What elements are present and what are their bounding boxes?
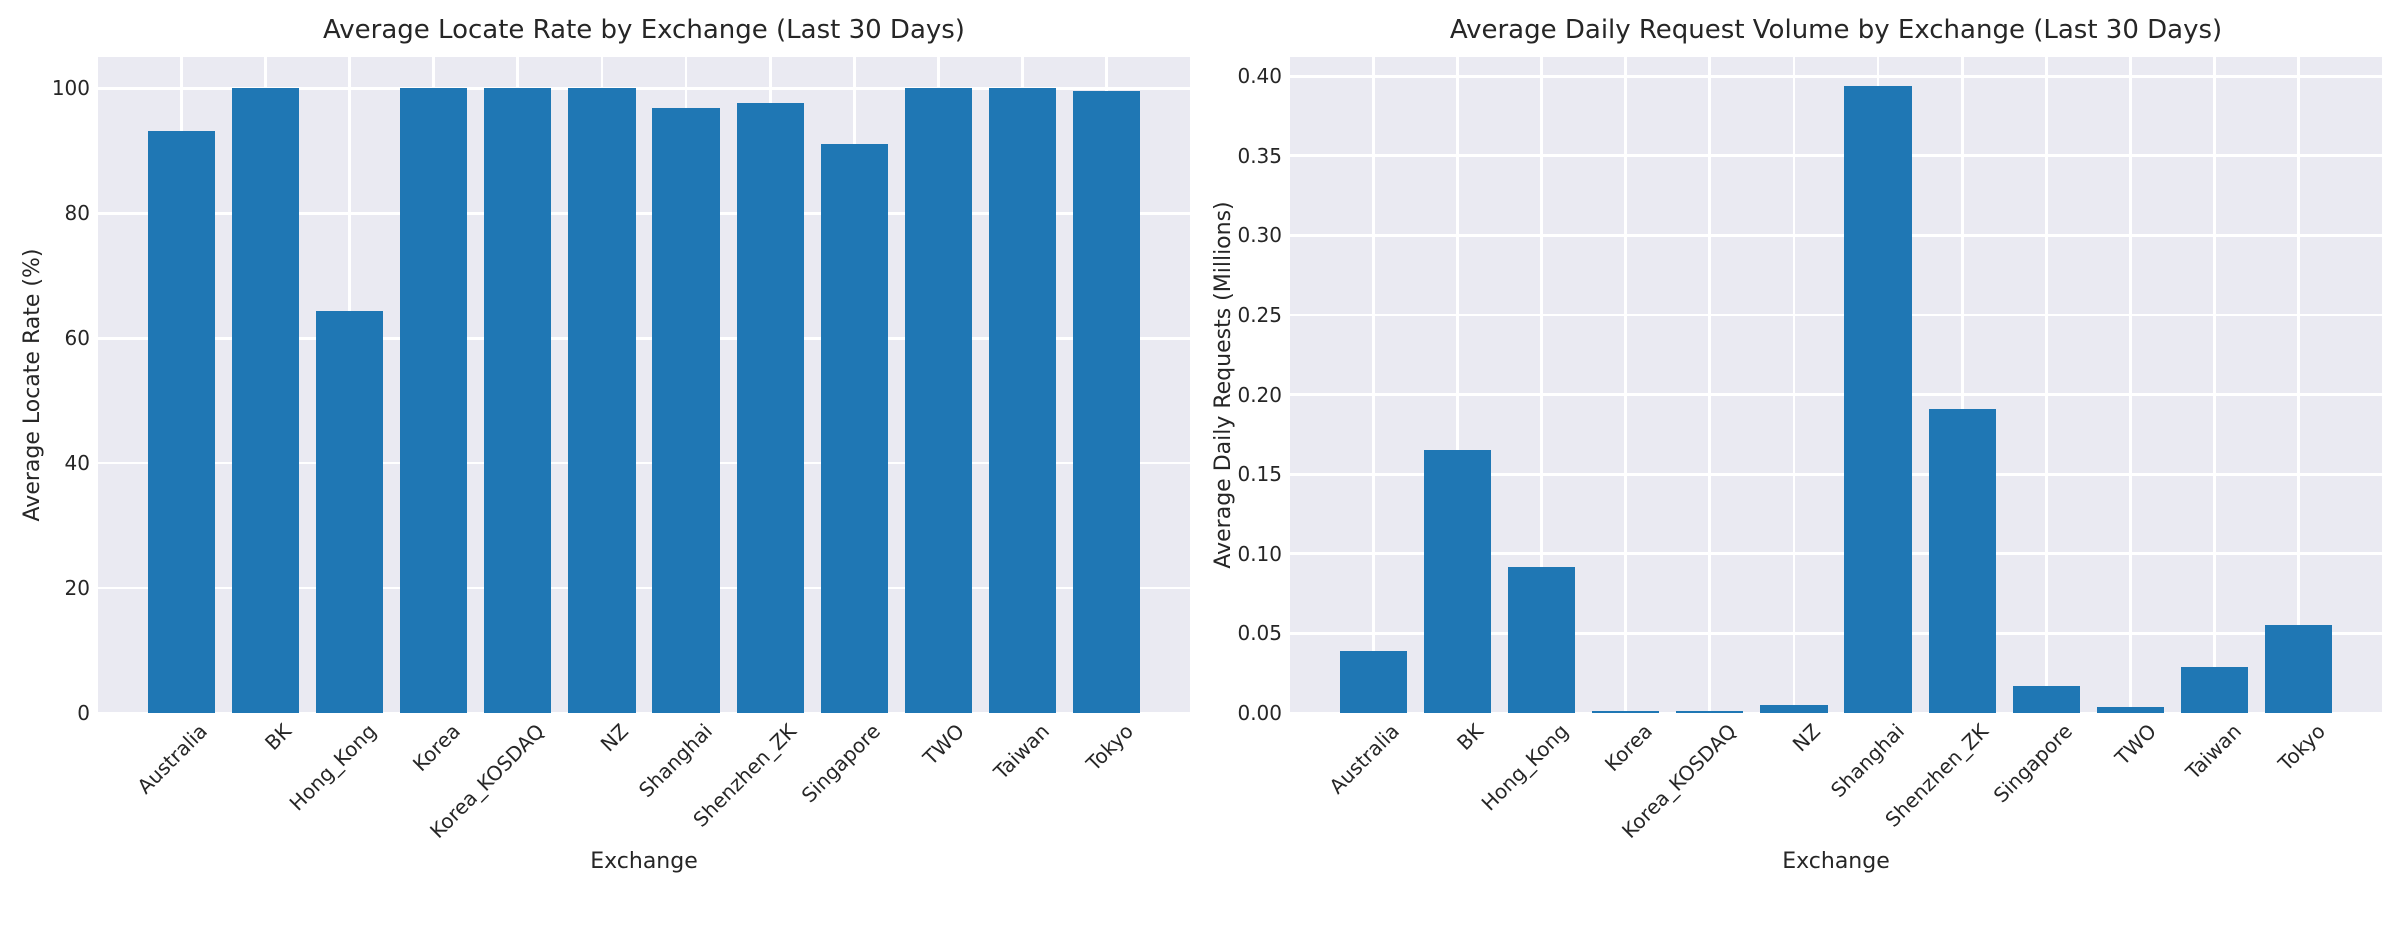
gridline-horizontal — [1290, 74, 2382, 78]
bar-Taiwan — [988, 88, 1057, 713]
locate-rate-subplot: Average Locate Rate by Exchange (Last 30… — [0, 0, 1200, 900]
gridline-horizontal — [1290, 472, 2382, 476]
bar-Taiwan — [2180, 666, 2249, 713]
gridline-horizontal — [1290, 313, 2382, 317]
bar-Shanghai — [1844, 85, 1912, 713]
y-tick-label: 0.25 — [1237, 302, 1282, 327]
y-tick-label: 0.10 — [1237, 541, 1282, 566]
bar-Singapore — [820, 144, 888, 713]
y-tick-label: 0.15 — [1237, 462, 1282, 487]
bar-Singapore — [2012, 685, 2080, 713]
bar-Tokyo — [1073, 91, 1141, 713]
bar-Hong_Kong — [315, 310, 384, 713]
y-tick-label: 20 — [64, 576, 90, 601]
bar-Australia — [1339, 650, 1407, 713]
bar-Australia — [147, 130, 215, 713]
y-tick-label: 80 — [64, 201, 90, 226]
gridline-vertical — [2129, 57, 2132, 713]
y-tick-label: 40 — [64, 451, 90, 476]
gridline-vertical — [2044, 57, 2048, 713]
bar-Shenzhen_ZK — [736, 103, 804, 713]
gridline-vertical — [1792, 57, 1796, 713]
gridline-horizontal — [1290, 631, 2382, 635]
bar-Korea — [400, 88, 468, 713]
gridline-vertical — [1624, 57, 1628, 713]
bar-NZ — [568, 88, 636, 713]
bar-TWO — [2096, 706, 2165, 713]
gridline-horizontal — [1290, 393, 2382, 396]
gridline-horizontal — [98, 86, 1190, 90]
bar-Hong_Kong — [1507, 566, 1576, 713]
gridline-vertical — [1456, 57, 1459, 713]
gridline-horizontal — [98, 336, 1190, 340]
y-tick-label: 0.40 — [1237, 64, 1282, 89]
gridline-horizontal — [98, 211, 1190, 215]
gridline-vertical — [1708, 57, 1712, 713]
bar-Shenzhen_ZK — [1928, 408, 1996, 713]
gridline-vertical — [1371, 57, 1375, 713]
plot-area — [98, 57, 1190, 713]
bar-Shanghai — [652, 108, 720, 713]
gridline-horizontal — [1290, 233, 2382, 237]
gridline-vertical — [1540, 57, 1543, 713]
y-tick-label: 0.35 — [1237, 143, 1282, 168]
plot-area — [1290, 57, 2382, 713]
bar-Korea_KOSDAQ — [484, 88, 552, 713]
bar-Korea — [1592, 711, 1660, 713]
gridline-vertical — [2297, 57, 2301, 713]
gridline-horizontal — [98, 711, 1190, 713]
y-tick-label: 100 — [51, 76, 90, 101]
y-axis-label: Average Locate Rate (%) — [20, 248, 45, 522]
chart-title: Average Locate Rate by Exchange (Last 30… — [323, 15, 965, 45]
y-tick-label: 0.20 — [1237, 382, 1282, 407]
chart-title: Average Daily Request Volume by Exchange… — [1449, 15, 2223, 45]
request-volume-subplot: Average Daily Request Volume by Exchange… — [1200, 0, 2400, 900]
gridline-vertical — [2213, 57, 2216, 713]
y-tick-label: 0.05 — [1237, 621, 1282, 646]
gridline-horizontal — [1290, 711, 2382, 713]
bar-BK — [231, 88, 300, 713]
y-tick-label: 0.00 — [1237, 701, 1282, 725]
gridline-horizontal — [98, 461, 1190, 465]
gridline-horizontal — [1290, 552, 2382, 556]
y-tick-label: 60 — [64, 326, 90, 351]
bar-TWO — [904, 88, 973, 713]
gridline-horizontal — [98, 586, 1190, 590]
x-axis-label: Exchange — [1782, 849, 1890, 874]
bar-NZ — [1760, 705, 1828, 713]
bar-BK — [1423, 450, 1492, 713]
x-axis-label: Exchange — [590, 849, 698, 874]
y-tick-label: 0 — [77, 701, 90, 725]
gridline-vertical — [1960, 57, 1964, 713]
gridline-horizontal — [1290, 154, 2382, 158]
bar-Tokyo — [2265, 625, 2333, 713]
y-tick-label: 0.30 — [1237, 223, 1282, 248]
bar-Korea_KOSDAQ — [1676, 711, 1744, 713]
figure: Average Locate Rate by Exchange (Last 30… — [0, 0, 2400, 900]
